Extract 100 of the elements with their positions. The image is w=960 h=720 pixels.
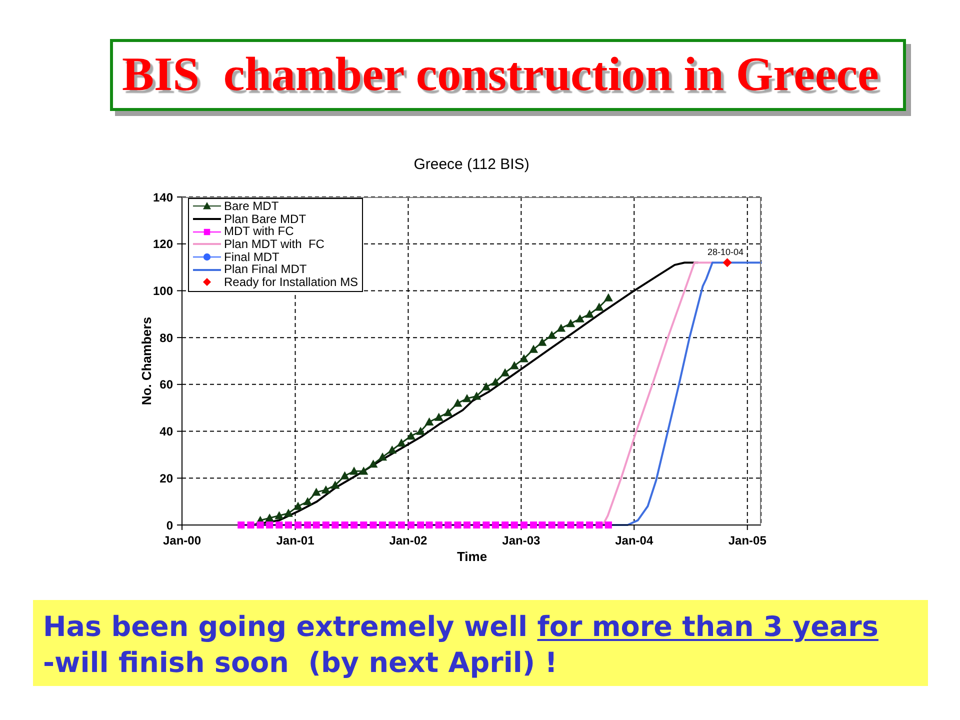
point [722,258,732,268]
point [556,324,566,332]
text: Has been going extremely well [43,610,528,643]
chart-subtitle: Greece (112 BIS) [414,156,530,173]
point [520,521,528,529]
y-tick-label: 60 [160,378,174,392]
text: for more than 3 years [537,610,878,643]
point [558,521,565,529]
point [473,521,480,529]
point [585,310,594,318]
point [538,521,546,529]
point [388,521,396,529]
point [398,521,405,529]
point [368,460,378,468]
point [453,398,462,407]
point [596,521,603,529]
x-tick-label: Jan-03 [502,534,540,548]
point [379,521,386,529]
point [322,521,330,529]
point [256,521,264,529]
point [238,521,245,529]
point [276,521,283,529]
point [350,466,359,475]
point [502,521,509,529]
point [530,521,538,529]
point [576,521,584,529]
point [330,480,340,489]
point [284,508,293,517]
point [303,497,312,506]
legend-label: Plan MDT with FC [224,237,324,252]
point [490,378,500,386]
point [304,521,312,529]
point [407,521,415,529]
point [340,471,350,480]
point [426,521,433,529]
point [482,521,490,529]
legend-label: Final MDT [224,250,280,264]
x-tick-label: Jan-01 [276,534,315,548]
point [396,438,406,447]
point [444,408,453,416]
point [370,521,377,529]
point [454,521,462,529]
point [510,521,518,529]
point [350,521,358,529]
y-tick-label: 140 [152,190,174,204]
point [538,338,547,346]
chart-title: BIS chamber construction in Greece [122,48,879,101]
point [274,511,284,520]
legend-label: MDT with FC [224,224,294,238]
point [406,431,416,440]
point [547,330,556,339]
text: -will finish soon (by next April) ! [43,646,558,679]
point [586,521,594,529]
point [510,361,519,370]
point [312,521,320,529]
point [434,412,444,421]
point [519,354,528,362]
point [294,502,303,510]
legend-label: Plan Final MDT [224,262,307,276]
point [529,344,538,353]
point [500,368,510,376]
point [566,319,576,328]
point [604,293,613,302]
point [321,485,330,494]
point [604,521,612,529]
point [284,521,292,529]
x-axis-title: Time [456,549,488,564]
y-tick-label: 20 [160,471,174,486]
x-tick-label: Jan-04 [615,534,654,548]
point [312,488,321,496]
point [378,452,388,461]
point [492,521,499,529]
y-axis-title: No. Chambers [139,316,154,406]
y-tick-label: 80 [160,330,174,345]
legend-label: Plan Bare MDT [224,212,306,226]
point [294,521,302,529]
point [548,521,556,529]
y-tick-label: 100 [152,284,174,298]
point [444,521,452,529]
point [594,302,604,311]
point [266,521,274,529]
point [435,521,442,529]
point [482,382,491,390]
point [424,417,434,426]
point [464,521,471,529]
point [332,521,339,529]
point [416,426,426,435]
point [360,521,368,529]
y-tick-label: 120 [152,237,174,252]
point [265,513,274,522]
y-tick-label: 0 [166,518,174,532]
legend-label: Ready for Installation MS [224,275,358,290]
y-tick-label: 40 [160,424,174,439]
x-tick-label: Jan-05 [728,534,767,548]
point [462,394,472,402]
point [341,521,348,529]
point [247,521,254,529]
point [472,392,482,400]
x-tick-label: Jan-00 [162,534,202,548]
point [567,521,574,529]
